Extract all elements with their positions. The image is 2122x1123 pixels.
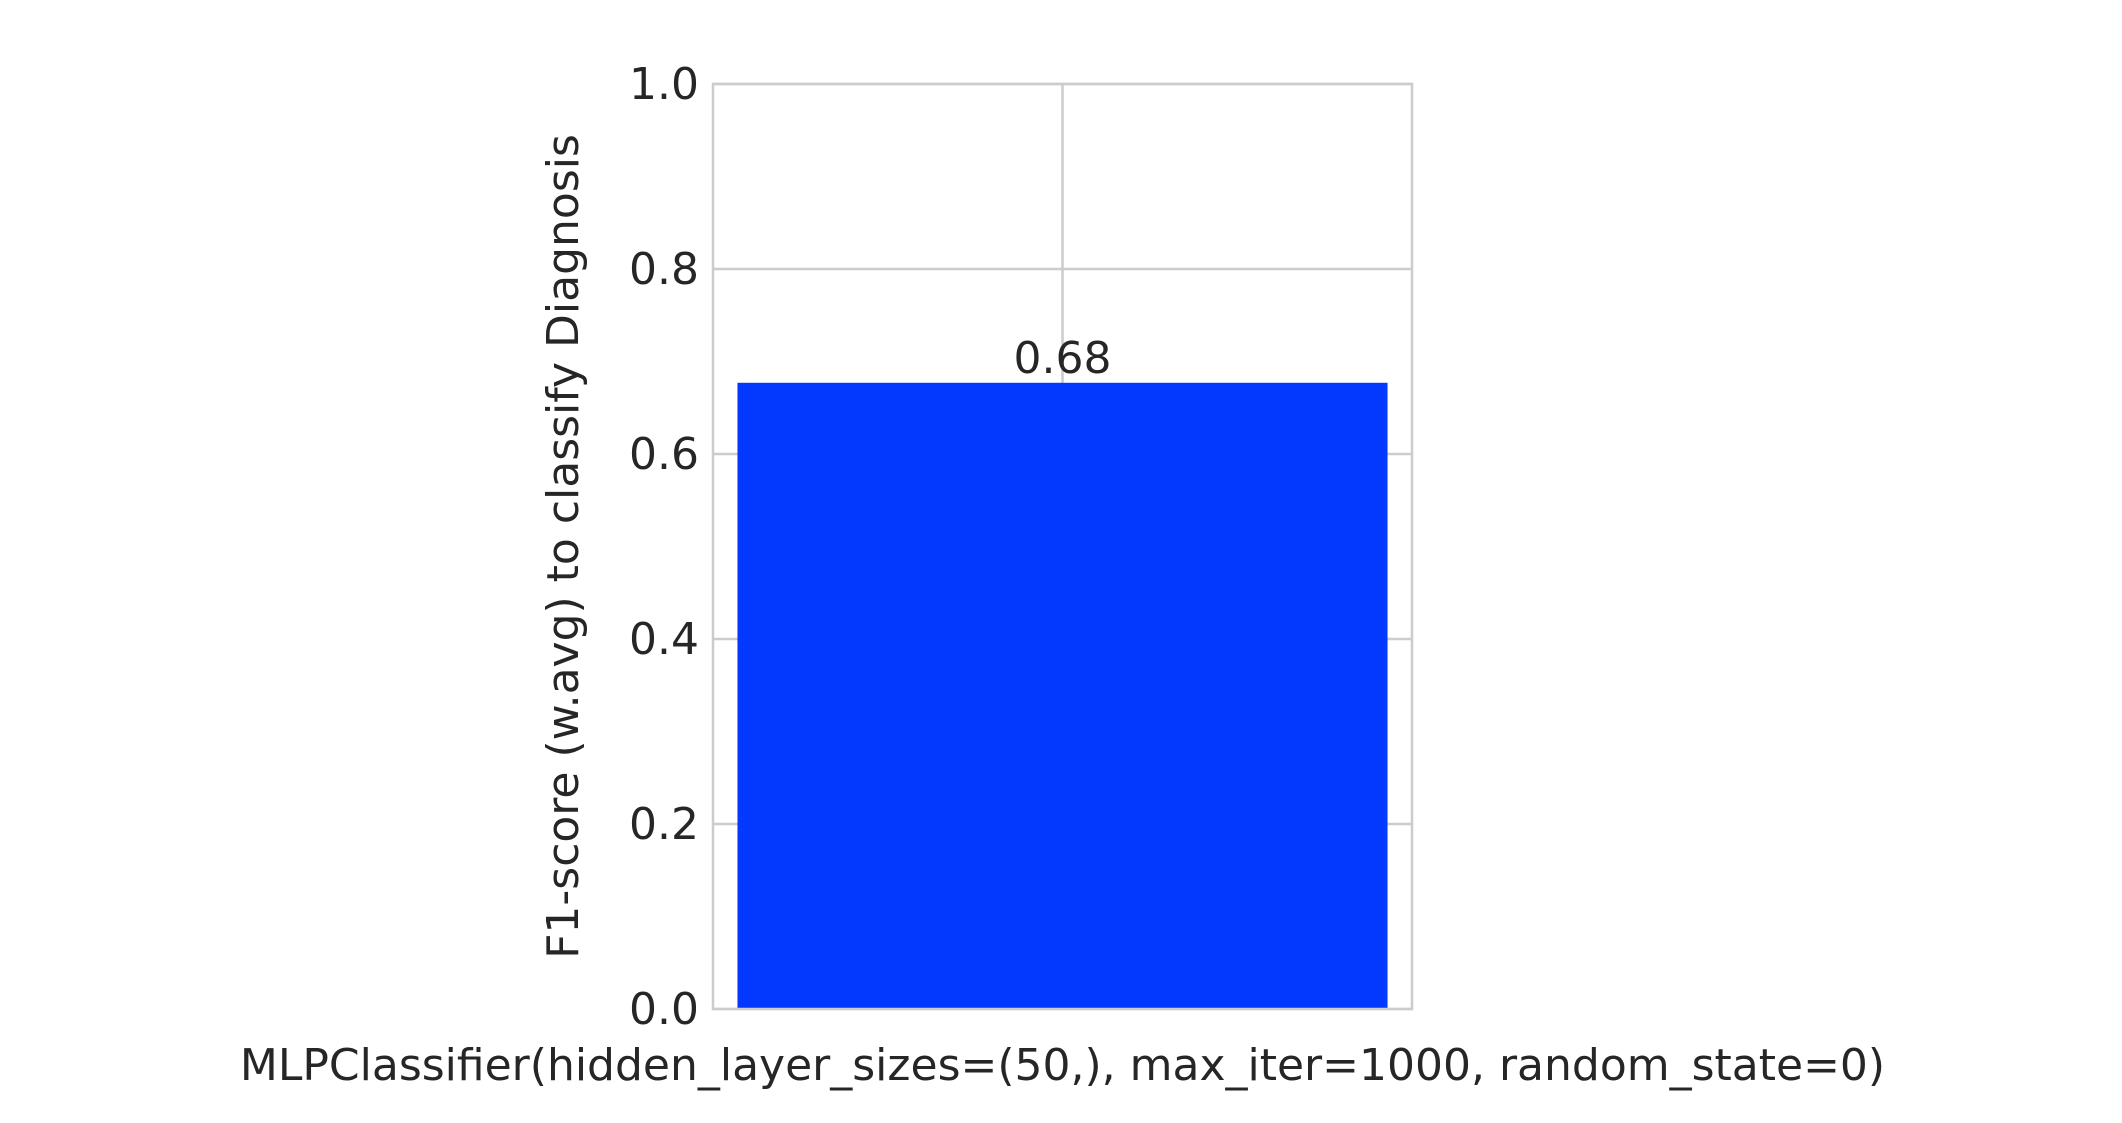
bars [737, 382, 1388, 1009]
y-tick-label: 0.8 [629, 244, 699, 295]
bar [737, 382, 1388, 1009]
data-labels: 0.68 [1014, 333, 1112, 384]
x-tick-label: MLPClassifier(hidden_layer_sizes=(50,), … [240, 1040, 1885, 1091]
plot-frame [711, 82, 1414, 1011]
bar-value-label: 0.68 [1014, 333, 1112, 384]
y-tick-label: 0.0 [629, 984, 699, 1035]
y-ticks: 0.0 0.2 0.4 0.6 0.8 1.0 MLPClassifier(hidden_l… [240, 59, 1885, 1091]
y-tick-label: 0.2 [629, 799, 699, 850]
y-tick-label: 0.6 [629, 429, 699, 480]
y-tick-label: 0.4 [629, 614, 699, 665]
y-axis-label: F1-score (w.avg) to classify Diagnosis [538, 134, 589, 959]
y-tick-label: 1.0 [629, 59, 699, 110]
